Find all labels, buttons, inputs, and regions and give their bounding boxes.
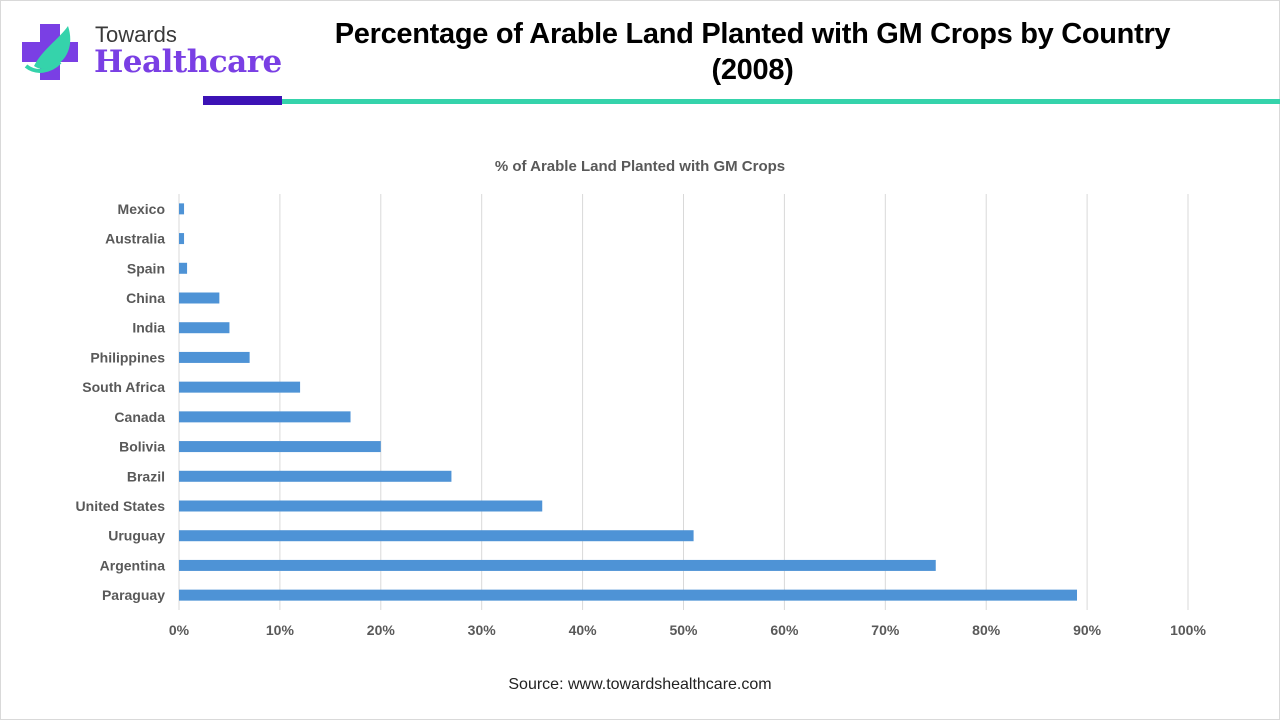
x-tick-label: 60% — [770, 622, 799, 638]
bar-argentina — [179, 559, 936, 571]
category-label: India — [132, 320, 165, 336]
title-underline — [282, 99, 1280, 104]
category-label: Mexico — [118, 201, 165, 217]
source-note: Source: www.towardshealthcare.com — [508, 676, 772, 693]
x-tick-label: 30% — [468, 622, 497, 638]
bar-paraguay — [179, 589, 1078, 601]
brand-name-line1: Towards — [95, 22, 177, 47]
category-label: Australia — [105, 231, 165, 247]
x-tick-label: 10% — [266, 622, 295, 638]
x-tick-label: 70% — [871, 622, 900, 638]
category-label: United States — [76, 498, 166, 514]
bar-philippines — [179, 351, 250, 363]
category-label: China — [126, 290, 165, 306]
category-label: Argentina — [100, 557, 166, 573]
category-labels: Mexico Australia Spain China India Philippine… — [76, 201, 166, 603]
category-label: Spain — [127, 260, 165, 276]
bar-spain — [179, 262, 188, 274]
chart-title: % of Arable Land Planted with GM Crops — [494, 158, 786, 175]
x-tick-labels: 0% 10% 20% 30% 40% 50% 60% 70% 80% 90% 100% — [169, 622, 1207, 638]
x-tick-label: 90% — [1073, 622, 1102, 638]
bar-china — [179, 292, 220, 304]
bar-brazil — [179, 470, 452, 482]
bar-united-states — [179, 500, 543, 512]
brand-logo: Towards Healthcare — [20, 18, 282, 88]
bar-canada — [179, 411, 351, 423]
bar-bolivia — [179, 441, 381, 453]
x-tick-label: 50% — [669, 622, 698, 638]
bar-mexico — [179, 203, 185, 215]
bar-australia — [179, 233, 185, 245]
x-tick-label: 0% — [169, 622, 190, 638]
category-label: South Africa — [82, 379, 165, 395]
x-tick-label: 100% — [1170, 622, 1206, 638]
gridlines — [178, 194, 1189, 610]
category-label: Paraguay — [102, 587, 165, 603]
bar-india — [179, 322, 230, 334]
title-underline-accent — [203, 96, 282, 105]
category-label: Uruguay — [108, 528, 165, 544]
category-label: Bolivia — [119, 439, 165, 455]
brand-name-line2: Healthcare — [94, 44, 282, 80]
x-tick-label: 80% — [972, 622, 1001, 638]
page-title: Percentage of Arable Land Planted with G… — [334, 18, 1171, 86]
category-label: Philippines — [90, 349, 165, 365]
x-tick-label: 20% — [367, 622, 396, 638]
bar-south-africa — [179, 381, 301, 393]
category-label: Canada — [114, 409, 165, 425]
x-tick-label: 40% — [569, 622, 598, 638]
bars — [179, 203, 1078, 601]
medical-cross-leaf-icon — [22, 24, 78, 80]
bar-uruguay — [179, 530, 694, 542]
category-label: Brazil — [127, 468, 165, 484]
